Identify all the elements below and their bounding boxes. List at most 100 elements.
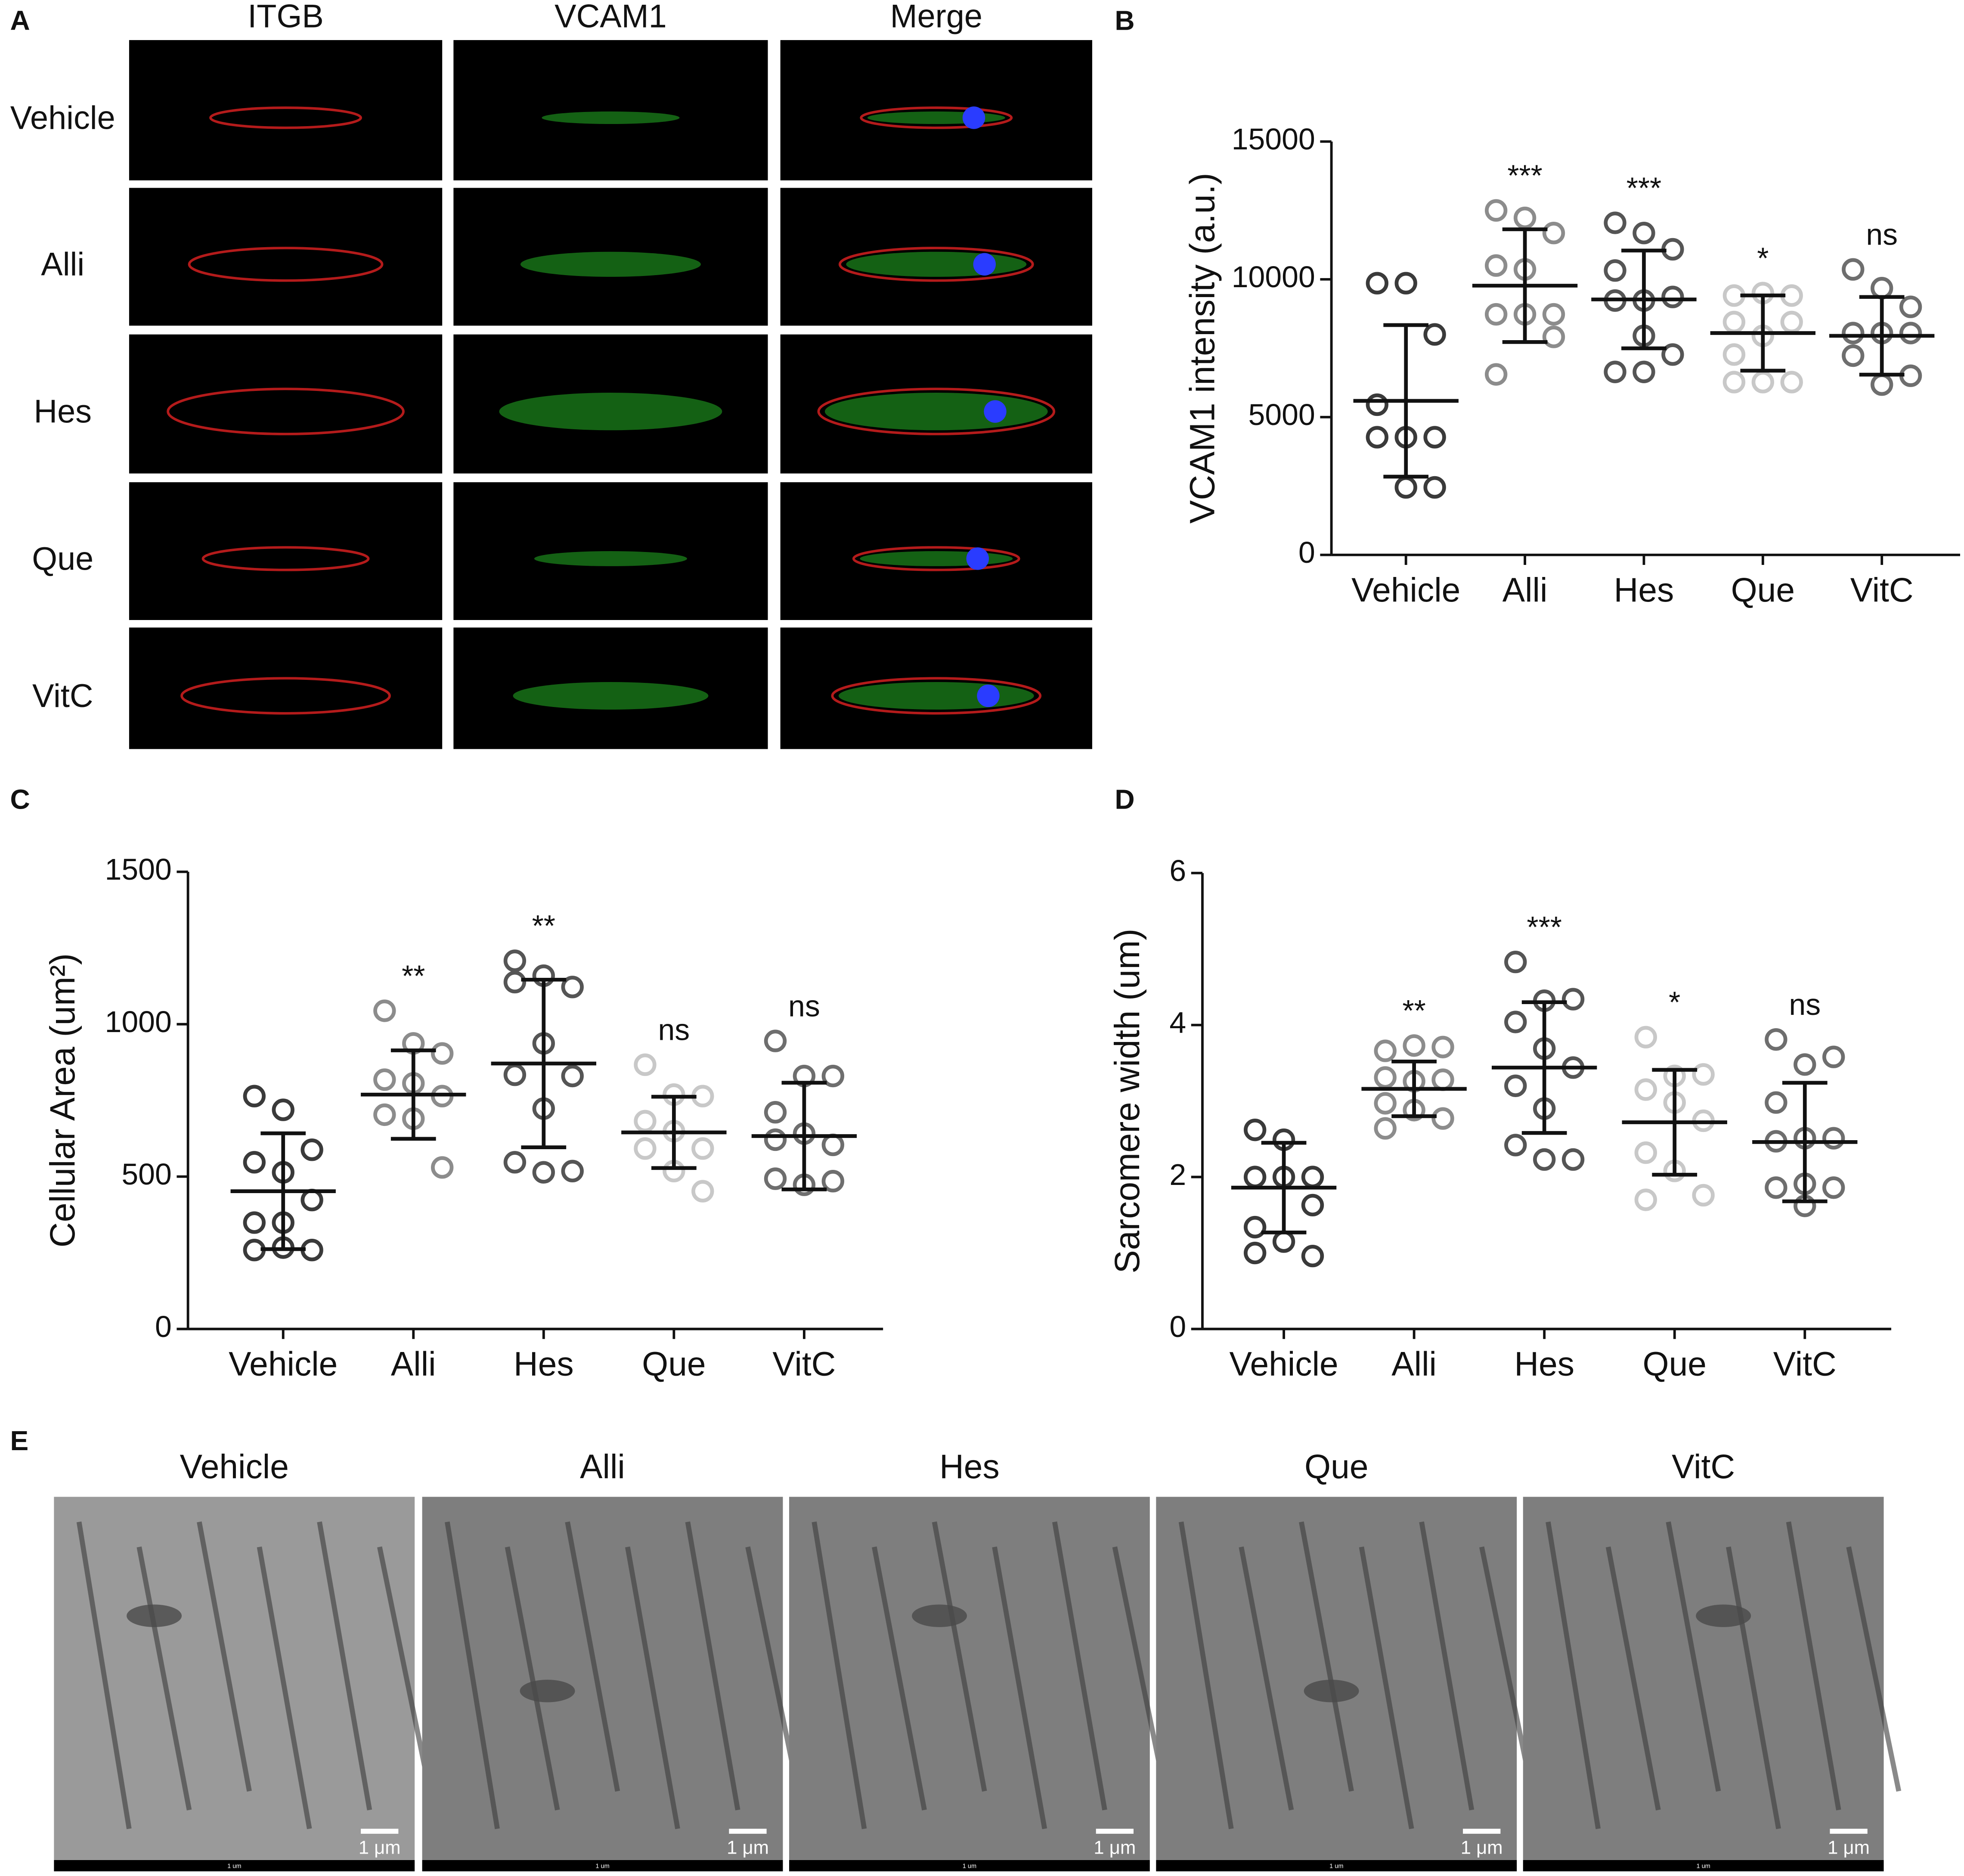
micrograph [1523,1497,1884,1860]
z-line [1846,1546,1902,1792]
significance-label: ** [402,959,425,992]
data-point [1871,277,1893,300]
column-label: Merge [890,0,982,35]
z-line [1666,1521,1721,1792]
data-point [243,1085,266,1107]
mitochondrion [1304,1680,1359,1702]
ruler-label: 1 um [1329,1863,1343,1870]
micrograph [789,1497,1150,1860]
row-label: Vehicle [10,100,115,136]
data-point [1780,371,1803,394]
data-point [1822,1127,1845,1150]
z-line [932,1521,987,1792]
z-line [377,1546,432,1792]
data-point [1374,1092,1397,1115]
x-tick-label: Que [1643,1345,1707,1383]
z-line [1178,1521,1234,1829]
scale-bar-label: 1 μm [727,1837,769,1858]
micrograph [54,1497,415,1860]
data-point [1423,476,1446,499]
y-tick-label: 10000 [1232,260,1315,294]
data-point [1822,1176,1845,1199]
data-point [1765,1091,1787,1114]
data-point [1661,285,1684,308]
data-point [1431,1036,1454,1058]
data-point [1722,343,1746,366]
z-line [1239,1546,1294,1811]
significance-label: ns [788,989,820,1023]
data-point [1899,322,1922,344]
column-label: VCAM1 [555,0,667,35]
row-label: Hes [34,394,92,430]
data-point [691,1180,714,1203]
y-tick-label: 2 [1169,1158,1186,1191]
data-point [1561,1148,1585,1171]
panel-label: C [10,784,30,815]
ruler-bar [1523,1860,1884,1872]
data-point [1485,254,1508,277]
micrograph [129,482,443,620]
data-point [1301,1194,1324,1217]
data-point [1542,326,1565,348]
significance-label: ns [658,1013,690,1047]
cell-body [499,393,722,431]
mitochondrion [127,1604,182,1627]
x-tick-label: Hes [514,1345,574,1383]
x-tick-label: Alli [391,1345,436,1383]
column-label: Hes [939,1448,1000,1485]
cell-outline [201,546,370,571]
data-point [1504,1011,1527,1033]
data-point [272,1098,294,1121]
significance-label: * [1669,986,1680,1019]
nucleus [984,400,1007,423]
micrograph [453,40,768,180]
data-point [1633,222,1655,245]
data-point [634,1137,657,1160]
cell-outline [209,106,362,129]
data-point [1692,1184,1715,1207]
data-point [634,1053,657,1076]
z-line [872,1546,927,1811]
data-point [1403,1034,1425,1057]
z-line [812,1521,867,1829]
z-line [1786,1521,1841,1811]
data-point [1842,258,1865,281]
y-tick-label: 5000 [1248,398,1315,431]
z-line [257,1546,312,1829]
z-line [1605,1546,1661,1811]
cell-outline [852,546,1020,571]
nucleus [973,253,996,276]
data-point [1794,1053,1816,1076]
ruler-bar [789,1860,1150,1872]
data-point [1431,1107,1454,1130]
ruler-label: 1 um [1696,1863,1710,1870]
x-tick-label: VitC [772,1345,836,1383]
data-point [1604,259,1626,282]
data-point [1485,303,1508,326]
mitochondrion [912,1604,967,1627]
data-point [503,1151,527,1174]
z-line [1419,1521,1475,1811]
data-point [1504,1074,1527,1097]
z-line [992,1546,1047,1829]
data-point [1244,1216,1267,1239]
significance-label: * [1757,242,1769,275]
z-line [445,1521,500,1829]
data-point [431,1042,454,1065]
panel-label: B [1115,5,1134,36]
data-point [821,1170,844,1193]
x-tick-label: Vehicle [229,1345,338,1383]
data-point [1692,1063,1715,1086]
mitochondrion [520,1680,575,1702]
nucleus [966,547,989,570]
data-point [764,1101,787,1124]
data-point [1431,1068,1454,1091]
data-point [1394,476,1417,499]
cell-body [513,682,709,710]
data-point [1504,1134,1527,1157]
data-point [373,1068,396,1091]
column-label: VitC [1672,1448,1735,1485]
data-point [1871,373,1893,396]
significance-label: *** [1626,171,1662,205]
